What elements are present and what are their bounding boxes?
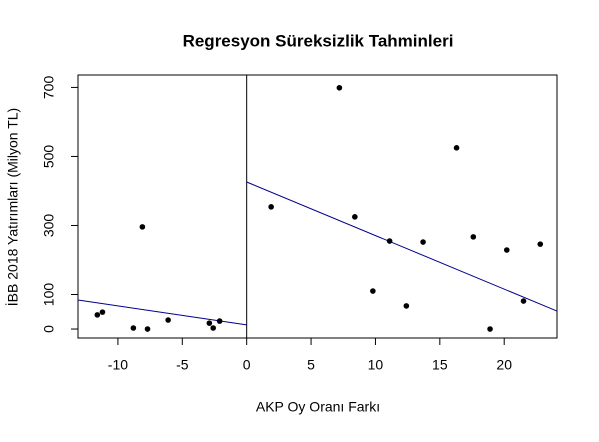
- x-tick-label: -5: [176, 357, 189, 373]
- point: [386, 238, 393, 244]
- point: [403, 303, 410, 309]
- point: [470, 234, 477, 240]
- point: [487, 326, 493, 332]
- point: [99, 309, 106, 315]
- point: [352, 214, 358, 220]
- point: [206, 320, 213, 326]
- point: [94, 312, 101, 318]
- plot-box: [77, 74, 558, 339]
- x-tick-label: 5: [307, 357, 315, 373]
- fit-line: [246, 181, 558, 312]
- point: [130, 325, 137, 331]
- point: [165, 317, 171, 323]
- point: [268, 204, 274, 210]
- x-tick-label: 10: [368, 357, 384, 373]
- point: [216, 318, 223, 324]
- x-tick-label: -10: [108, 357, 128, 373]
- x-axis-label: AKP Oy Oranı Farkı: [256, 399, 380, 415]
- point: [144, 326, 151, 332]
- y-tick-label: 0: [41, 325, 57, 333]
- point: [370, 288, 376, 294]
- point: [420, 239, 426, 245]
- point: [336, 84, 343, 91]
- x-tick-label: 15: [432, 357, 448, 373]
- point: [537, 241, 544, 247]
- point: [520, 298, 527, 304]
- point: [210, 325, 217, 331]
- y-tick-label: 300: [41, 214, 57, 238]
- point: [503, 247, 510, 253]
- y-tick-label: 100: [41, 283, 57, 307]
- y-tick-label: 500: [41, 145, 57, 169]
- chart-title: Regresyon Süreksizlik Tahminleri: [183, 31, 454, 50]
- point: [453, 145, 460, 151]
- x-tick-label: 20: [496, 357, 512, 373]
- point: [139, 224, 146, 230]
- x-tick-label: 0: [243, 357, 251, 373]
- y-axis-label: İBB 2018 Yatırımları (Milyon TL): [4, 108, 21, 306]
- y-tick-label: 700: [41, 76, 57, 100]
